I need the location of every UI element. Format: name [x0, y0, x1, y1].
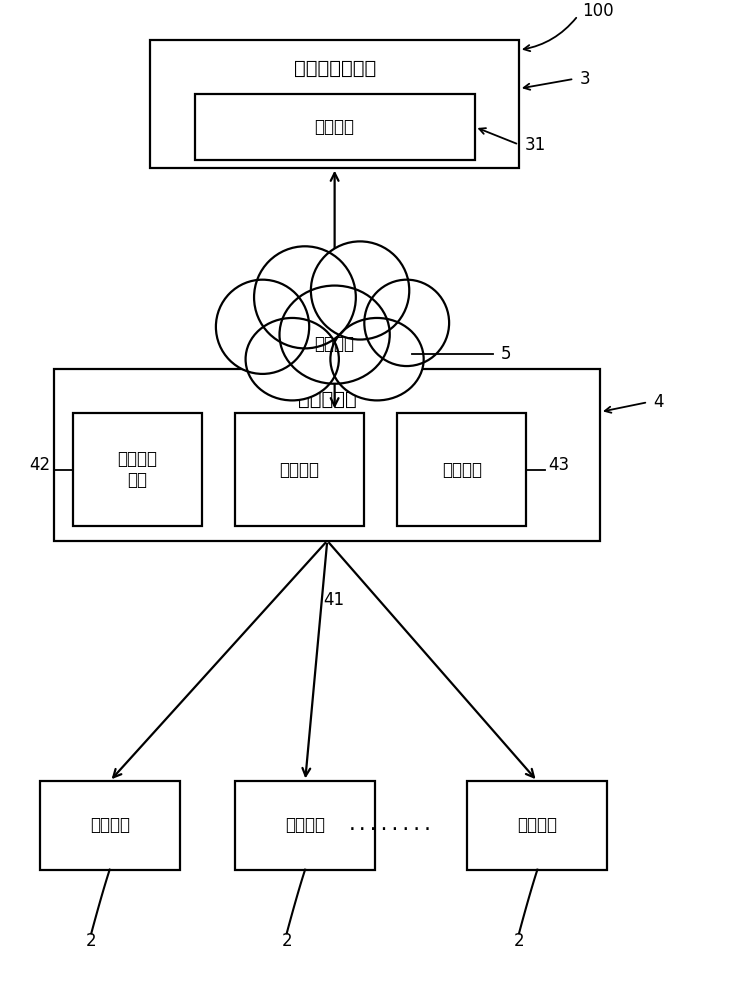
Text: 100: 100 [582, 2, 613, 20]
Bar [150, 40, 519, 168]
Ellipse shape [254, 246, 356, 348]
Text: 2: 2 [86, 932, 97, 950]
Bar [235, 413, 364, 526]
Bar [39, 781, 180, 870]
Ellipse shape [216, 280, 309, 374]
Ellipse shape [311, 241, 409, 340]
Text: 安装单元: 安装单元 [442, 461, 482, 479]
Ellipse shape [246, 318, 339, 400]
Ellipse shape [279, 286, 390, 384]
Ellipse shape [331, 318, 424, 400]
Text: 安装服务器: 安装服务器 [298, 390, 357, 409]
Bar [54, 369, 600, 541]
Text: 2: 2 [513, 932, 525, 950]
Text: 4: 4 [653, 393, 663, 411]
Text: ........: ........ [346, 816, 433, 834]
Text: 2: 2 [282, 932, 292, 950]
Bar [467, 781, 608, 870]
Text: 通讯网路: 通讯网路 [314, 335, 354, 353]
Text: 待测装置: 待测装置 [517, 816, 557, 834]
Text: 3: 3 [580, 70, 590, 88]
Text: 41: 41 [323, 591, 345, 609]
Bar [195, 94, 475, 160]
Text: 待测装置: 待测装置 [90, 816, 130, 834]
Text: 代理服务
单元: 代理服务 单元 [117, 450, 158, 489]
Text: 待测装置: 待测装置 [285, 816, 325, 834]
Text: 5: 5 [501, 345, 511, 363]
Text: 程序软件服务器: 程序软件服务器 [293, 59, 376, 78]
Text: 43: 43 [548, 456, 570, 474]
Ellipse shape [364, 280, 449, 366]
Text: 42: 42 [30, 456, 51, 474]
Text: 储存模块: 储存模块 [314, 118, 354, 136]
Bar [235, 781, 375, 870]
Text: 31: 31 [525, 136, 546, 154]
Bar [398, 413, 526, 526]
Text: 储存单元: 储存单元 [279, 461, 319, 479]
Bar [73, 413, 202, 526]
